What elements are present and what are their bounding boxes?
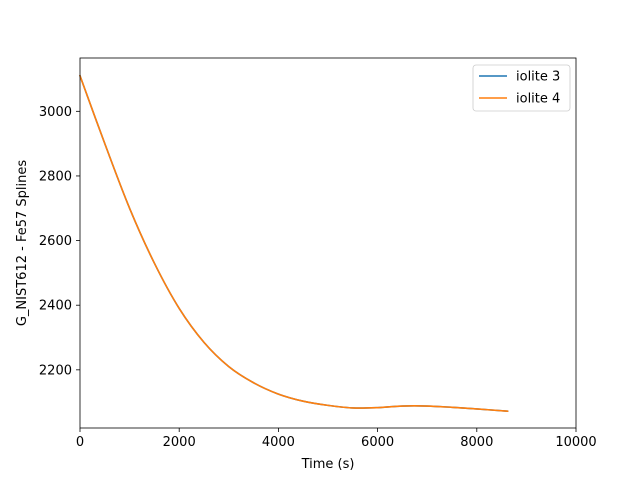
- series-layer: [78, 74, 509, 413]
- legend-label: iolite 3: [516, 70, 560, 85]
- y-tick-label: 2400: [39, 299, 72, 314]
- x-tick-label: 8000: [460, 435, 493, 450]
- y-axis-label: G_NIST612 - Fe57 Splines: [15, 160, 30, 326]
- y-axis: 2200 2400 2600 2800 3000: [39, 105, 80, 378]
- y-tick-label: 2600: [39, 234, 72, 249]
- y-tick-label: 2800: [39, 169, 72, 184]
- x-axis-label: Time (s): [301, 457, 355, 472]
- x-tick-label: 2000: [163, 435, 196, 450]
- x-axis: 0 2000 4000 6000 8000 10000: [76, 428, 597, 450]
- legend-label: iolite 4: [516, 92, 560, 107]
- x-tick-label: 4000: [262, 435, 295, 450]
- x-tick-label: 0: [76, 435, 84, 450]
- x-tick-label: 6000: [361, 435, 394, 450]
- legend: iolite 3 iolite 4: [472, 64, 571, 112]
- x-tick-label: 10000: [555, 435, 596, 450]
- plot-frame: [79, 57, 577, 429]
- y-tick-label: 3000: [39, 105, 72, 120]
- y-tick-label: 2200: [39, 363, 72, 378]
- series-line-2: [78, 74, 509, 413]
- plot-area: [80, 58, 576, 428]
